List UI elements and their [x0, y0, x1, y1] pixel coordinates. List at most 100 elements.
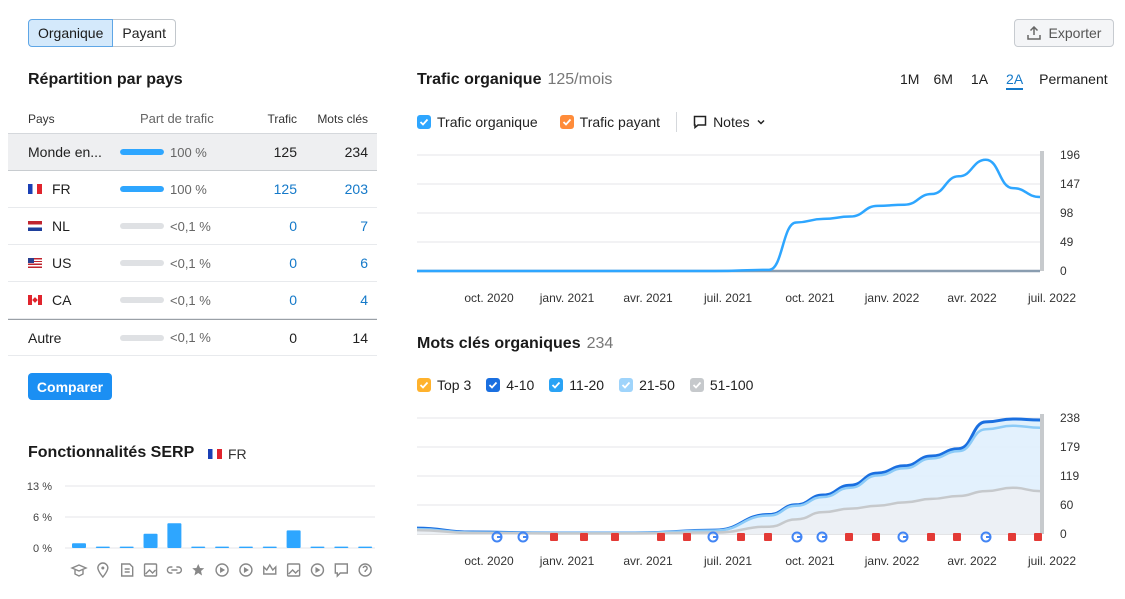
nl-flag-icon [28, 221, 42, 231]
country-name: Autre [28, 329, 62, 346]
keyword-filter-checkbox-11-20[interactable] [549, 378, 564, 392]
note-icon [693, 115, 707, 129]
image-icon [286, 563, 301, 577]
keywords-value[interactable]: 203 [344, 181, 368, 197]
video-circle [239, 563, 253, 577]
y-tick-label: 6 % [33, 512, 52, 524]
country-distribution-title: Répartition par pays [28, 71, 183, 88]
map-pin-icon [97, 562, 109, 579]
g-bar [822, 536, 827, 538]
keywords-value[interactable]: 4 [360, 292, 368, 308]
traffic-value[interactable]: 125 [273, 181, 297, 197]
table-row[interactable]: Monde en... 100 % 125 234 [8, 134, 377, 171]
share-bar [120, 223, 164, 229]
traffic-legend: Trafic organique Trafic payant Notes [417, 112, 766, 132]
organic-toggle-button[interactable]: Organique [28, 19, 114, 47]
note-flag-icon [1008, 533, 1016, 541]
img-mountain [288, 569, 300, 575]
us-canton [28, 258, 34, 263]
time-range-selector: 1M 6M 1A 2A Permanent [900, 71, 1108, 90]
keyword-filter-checkbox-Top 3[interactable] [417, 378, 431, 392]
export-button[interactable]: Exporter [1014, 19, 1114, 47]
keywords-value: 14 [352, 329, 368, 346]
share-bar [120, 149, 164, 155]
serp-bar [72, 543, 86, 548]
compare-button[interactable]: Comparer [28, 373, 112, 400]
y-tick-label: 196 [1060, 148, 1080, 162]
keyword-filter-checkbox-21-50[interactable] [619, 378, 634, 392]
y-tick-label: 119 [1060, 469, 1079, 483]
serp-bar [191, 546, 206, 548]
keyword-filter-label: 4-10 [506, 377, 535, 393]
g-bar [986, 536, 991, 538]
quote-shape [334, 563, 349, 578]
share-bar-fill [120, 149, 164, 155]
keyword-filter-checkbox-51-100[interactable] [689, 378, 704, 392]
keywords-value: 234 [344, 144, 368, 160]
check-mark [419, 381, 429, 389]
table-row[interactable]: CA <0,1 % 0 4 [8, 282, 377, 319]
range-6m[interactable]: 6M [933, 71, 953, 87]
note-flag-icon [845, 533, 853, 541]
country-cell: FR [8, 181, 120, 197]
serp-bar [119, 546, 134, 548]
range-1a[interactable]: 1A [970, 71, 989, 87]
country-name: US [52, 255, 72, 271]
traffic-value[interactable]: 0 [289, 292, 297, 308]
cap-shape [70, 564, 88, 577]
paid-traffic-checkbox[interactable] [559, 115, 574, 129]
note-flag-icon [953, 533, 961, 541]
x-tick-label: janv. 2021 [539, 291, 595, 305]
google-update-icon [897, 531, 909, 543]
keyword-filter-checkbox-4-10[interactable] [486, 378, 501, 392]
organic-keywords-chart: 238 179 119 60 0 oct. 2020 janv. 2021 avr. 2021… [416, 411, 1080, 568]
notes-dropdown[interactable]: Notes [693, 114, 766, 130]
range-permanent[interactable]: Permanent [1039, 71, 1108, 87]
note-flag-icon [872, 533, 880, 541]
share-value: <0,1 % [170, 292, 211, 308]
country-name: FR [52, 181, 71, 197]
serp-bar [215, 546, 230, 548]
img-mountain [145, 569, 157, 575]
google-update-icon [980, 531, 992, 543]
country-name: NL [52, 218, 70, 234]
serp-country-label: FR [228, 446, 247, 462]
keywords-value[interactable]: 7 [360, 218, 368, 234]
graduation-cap-icon [70, 564, 88, 577]
traffic-value[interactable]: 0 [289, 218, 297, 234]
y-tick-label: 179 [1060, 440, 1080, 454]
table-row[interactable]: US <0,1 % 0 6 [8, 245, 377, 282]
share-bar-fill [120, 186, 164, 192]
serp-bar [143, 533, 158, 548]
legend-divider [676, 112, 678, 132]
range-1m[interactable]: 1M [900, 71, 920, 87]
play-circle [310, 563, 325, 577]
table-row[interactable]: FR 100 % 125 203 [8, 171, 377, 208]
share-cell: 100 % [120, 182, 228, 197]
keywords-value[interactable]: 6 [360, 255, 368, 271]
google-update-icon [491, 531, 503, 543]
table-row[interactable]: NL <0,1 % 0 7 [8, 208, 377, 245]
pin-dot [101, 566, 105, 570]
table-row[interactable]: Autre <0,1 % 0 14 [8, 319, 377, 356]
traffic-value: 125 [273, 144, 297, 160]
img-frame [143, 563, 158, 577]
document-icon [120, 563, 134, 577]
serp-bar [238, 546, 253, 548]
organic-traffic-checkbox[interactable] [417, 115, 431, 129]
paid-toggle-button[interactable]: Payant [113, 19, 176, 47]
g-bar [903, 536, 908, 538]
check-mark [621, 381, 631, 389]
share-value: 100 % [170, 181, 207, 197]
x-tick-label: janv. 2021 [539, 554, 595, 568]
series-line-0 [417, 158, 1041, 273]
range-2a[interactable]: 2A [1006, 71, 1024, 90]
y-tick-label: 60 [1060, 498, 1074, 512]
traffic-value[interactable]: 0 [289, 255, 297, 271]
quote-icon [334, 563, 349, 578]
x-tick-label: avr. 2022 [947, 291, 997, 305]
organic-keywords-value: 234 [586, 335, 614, 352]
note-flag-icon [1034, 533, 1042, 541]
notes-label: Notes [713, 114, 750, 130]
country-cell: Monde en... [8, 144, 120, 160]
